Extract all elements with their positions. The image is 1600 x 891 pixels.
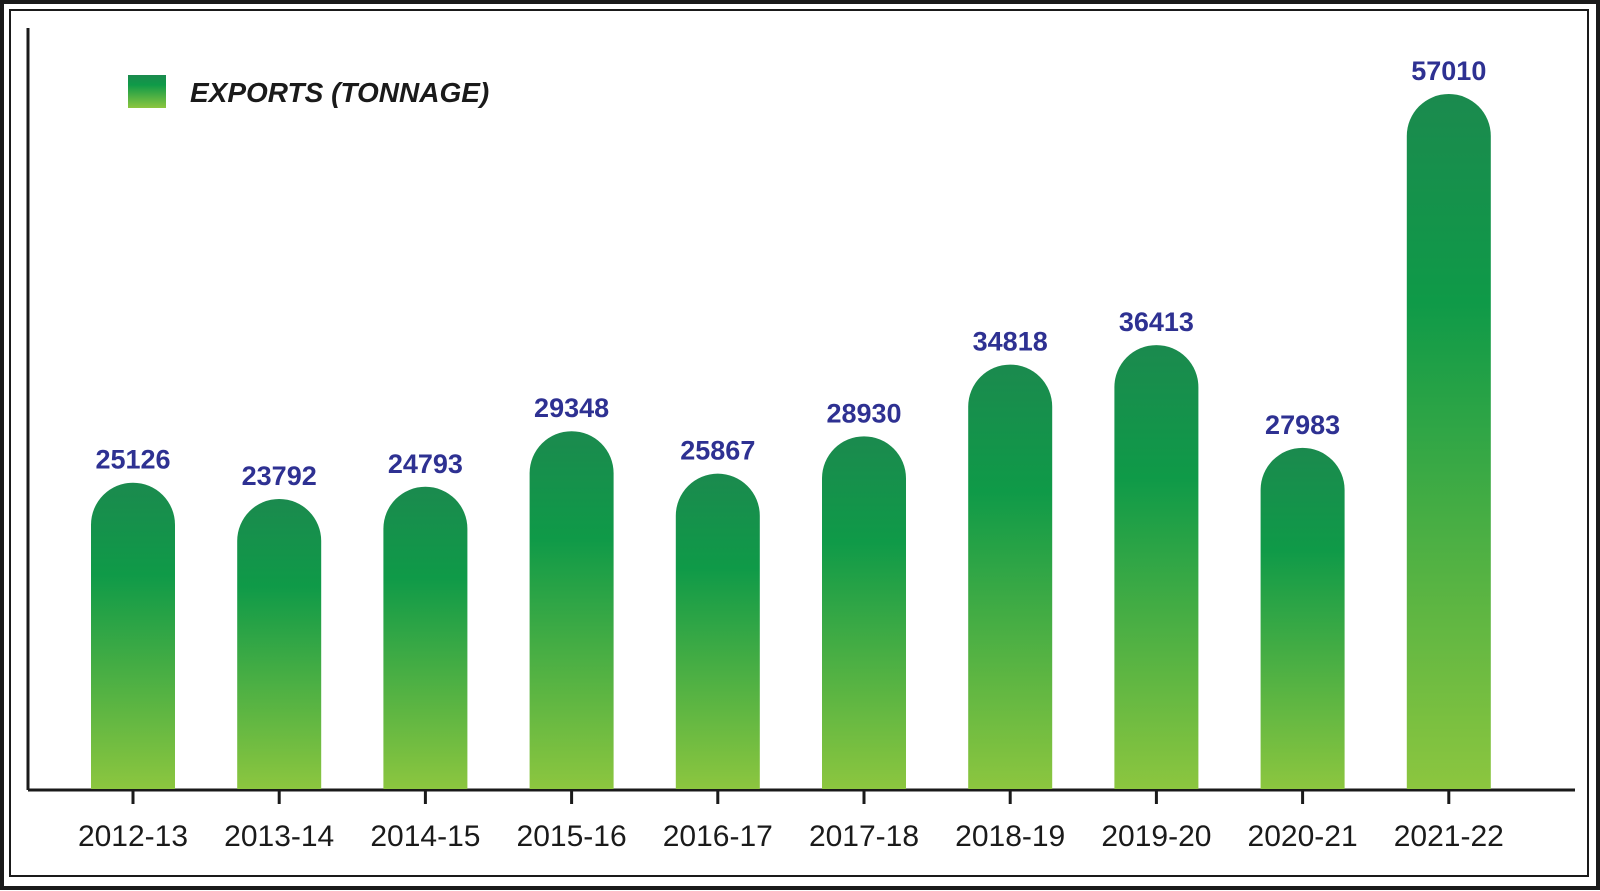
value-labels-group: 25126 23792 24793 29348 25867 28930 34818 36413… (95, 56, 1486, 491)
bars-group (91, 94, 1491, 789)
bar-2012-13 (91, 482, 175, 789)
x-tick-label-2012-13: 2012-13 (78, 820, 188, 853)
bar-2017-18 (822, 436, 906, 789)
value-label-2019-20: 36413 (1119, 307, 1194, 337)
x-tick-label-2019-20: 2019-20 (1101, 820, 1211, 853)
bar-2020-21 (1260, 447, 1345, 789)
value-label-2012-13: 25126 (95, 445, 170, 475)
x-tick-label-2018-19: 2018-19 (955, 820, 1065, 853)
bar-2015-16 (529, 431, 614, 789)
x-tick-label-2020-21: 2020-21 (1248, 820, 1358, 853)
value-label-2018-19: 34818 (973, 327, 1048, 357)
legend: EXPORTS (TONNAGE) (128, 75, 489, 108)
bar-2013-14 (237, 498, 322, 789)
value-label-2020-21: 27983 (1265, 410, 1340, 440)
x-tick-label-2017-18: 2017-18 (809, 820, 919, 853)
bar-2014-15 (383, 486, 468, 789)
legend-label: EXPORTS (TONNAGE) (190, 77, 489, 108)
x-tick-label-2016-17: 2016-17 (663, 820, 773, 853)
x-tick-label-2015-16: 2015-16 (517, 820, 627, 853)
value-label-2016-17: 25867 (680, 436, 755, 466)
value-label-2021-22: 57010 (1411, 56, 1486, 86)
x-tick-labels-group: 2012-13 2013-14 2014-15 2015-16 2016-17 2017-… (78, 820, 1504, 853)
x-tick-label-2014-15: 2014-15 (370, 820, 480, 853)
value-label-2014-15: 24793 (388, 449, 463, 479)
bar-2016-17 (675, 473, 760, 789)
value-label-2017-18: 28930 (826, 398, 901, 428)
value-label-2015-16: 29348 (534, 393, 609, 423)
x-tick-label-2021-22: 2021-22 (1394, 820, 1504, 853)
x-ticks-group (131, 790, 1451, 804)
value-label-2013-14: 23792 (242, 461, 317, 491)
legend-swatch (128, 75, 166, 108)
bar-2021-22 (1406, 94, 1491, 789)
bar-2018-19 (968, 364, 1053, 789)
inner-border (9, 9, 1589, 877)
bar-2019-20 (1114, 345, 1199, 789)
x-tick-label-2013-14: 2013-14 (224, 820, 334, 853)
